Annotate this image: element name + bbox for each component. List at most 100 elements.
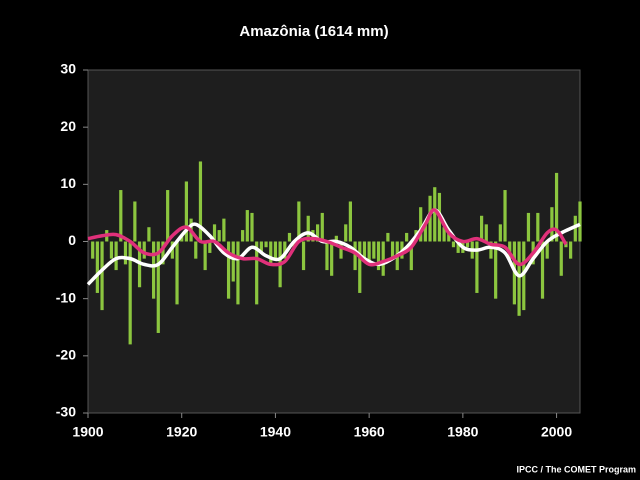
bar (222, 218, 226, 242)
bar (559, 241, 563, 276)
bar (259, 241, 263, 253)
bar (386, 232, 390, 242)
bar (409, 241, 413, 271)
bar (292, 241, 296, 248)
bar (442, 227, 446, 242)
bar (522, 241, 526, 311)
bar (358, 241, 362, 293)
x-tick-label: 2000 (541, 424, 572, 440)
bar (423, 224, 427, 242)
bar (175, 241, 179, 305)
y-tick-label: -10 (56, 289, 76, 305)
bar (578, 201, 582, 242)
bar (95, 241, 99, 293)
bar (306, 215, 310, 242)
bar (91, 241, 95, 259)
bar (217, 230, 221, 242)
bar (348, 201, 352, 242)
bar (339, 241, 343, 259)
y-tick-label: 10 (60, 175, 76, 191)
bar (226, 241, 231, 299)
bar (119, 190, 123, 242)
x-tick-label: 1940 (260, 424, 291, 440)
bar (320, 212, 324, 242)
x-tick-label: 1900 (72, 424, 103, 440)
bar (325, 241, 329, 271)
bar (447, 230, 451, 242)
bar (362, 241, 367, 259)
bar (526, 212, 531, 242)
bar (334, 235, 338, 242)
bar (109, 241, 114, 259)
bar (498, 224, 502, 242)
bar (100, 241, 104, 311)
bar (367, 241, 371, 265)
bar (503, 190, 507, 242)
bar (264, 241, 268, 248)
bar (540, 241, 545, 299)
bar (170, 241, 174, 259)
bar (198, 161, 203, 242)
bar (180, 235, 184, 242)
bar (142, 241, 146, 259)
bar (208, 241, 212, 253)
bar (554, 172, 559, 242)
bar (152, 241, 156, 299)
bar (381, 241, 385, 276)
x-tick-label: 1980 (447, 424, 478, 440)
bar (114, 241, 118, 271)
bar (301, 241, 306, 271)
bar (405, 232, 409, 242)
bar (203, 241, 207, 271)
bar (273, 241, 278, 259)
bar (465, 241, 470, 248)
bar (166, 190, 170, 242)
bar (353, 241, 357, 271)
bar (456, 241, 460, 253)
bar (330, 241, 334, 276)
bar (156, 241, 160, 333)
bar (344, 224, 348, 242)
credit: IPCC / The COMET Program (516, 464, 636, 474)
bar (480, 215, 484, 242)
bar (536, 212, 540, 242)
bar (269, 241, 273, 265)
bar (255, 241, 259, 305)
y-tick-label: 20 (60, 118, 76, 134)
bar (569, 241, 573, 259)
bar (123, 241, 128, 265)
bar (433, 187, 437, 242)
bar (147, 227, 151, 242)
bar (287, 232, 292, 242)
bar (475, 241, 479, 293)
bar (133, 201, 137, 242)
bar (316, 224, 320, 242)
bar (161, 241, 165, 265)
y-tick-label: 0 (68, 232, 76, 248)
bar (231, 241, 235, 282)
bar (184, 181, 188, 242)
bar (419, 207, 423, 242)
bar (236, 241, 240, 305)
x-tick-label: 1920 (166, 424, 197, 440)
bar (573, 215, 577, 242)
smoothed-line (87, 208, 568, 267)
bar (545, 241, 549, 259)
bar (245, 210, 249, 242)
bar (489, 241, 493, 259)
y-tick-label: -20 (56, 347, 76, 363)
bar (212, 224, 217, 242)
bar (283, 241, 287, 259)
bar (128, 241, 132, 345)
bar (241, 230, 245, 242)
y-tick-label: 30 (60, 61, 76, 77)
bar (297, 201, 301, 242)
bar (390, 241, 395, 259)
chart-title: Amazônia (1614 mm) (239, 23, 388, 40)
bar (494, 241, 498, 299)
y-tick-label: -30 (56, 404, 76, 420)
bar (550, 207, 554, 242)
bar (250, 212, 254, 242)
bar (517, 241, 521, 316)
